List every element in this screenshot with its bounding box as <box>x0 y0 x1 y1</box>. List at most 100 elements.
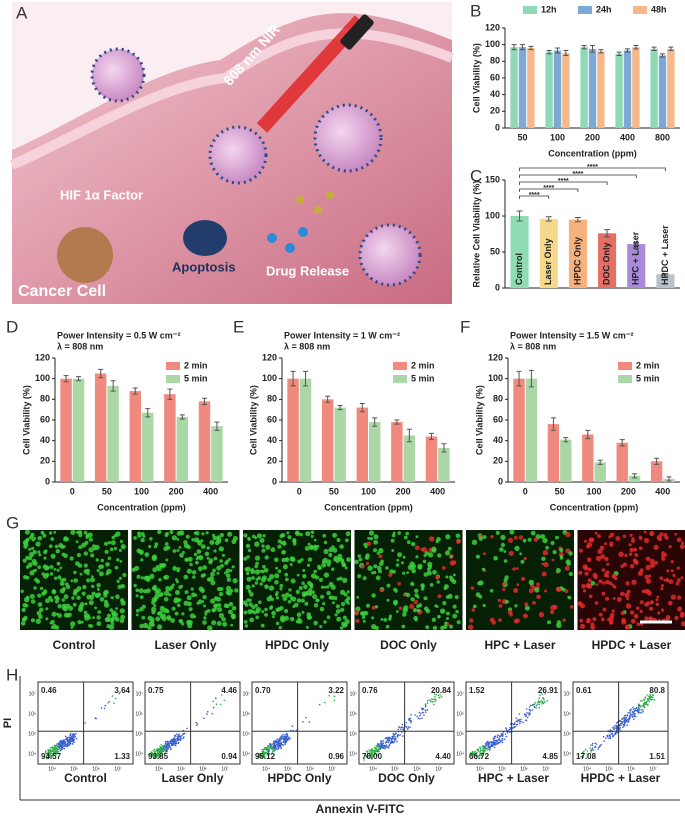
cell-dot <box>116 558 120 562</box>
hif-label: HIF 1α Factor <box>60 187 143 202</box>
cell-dot <box>24 597 30 603</box>
h-x-tick: 10⁴ <box>155 766 163 772</box>
cell-dot <box>655 598 659 602</box>
error-bar <box>619 439 625 447</box>
cell-dot <box>336 538 341 542</box>
x-tick-label: 800 <box>655 132 670 142</box>
cell-dot <box>376 565 382 571</box>
image-label: HPDC + Laser <box>592 638 672 652</box>
cell-dot <box>323 572 330 578</box>
cell-dot <box>247 589 252 594</box>
cell-dot <box>95 558 99 562</box>
cell-dot <box>145 588 151 594</box>
cell-dot <box>279 587 283 591</box>
event-dot <box>70 734 72 737</box>
h-x-tick: 10⁶ <box>627 766 635 772</box>
cell-dot <box>140 532 145 536</box>
event-dot <box>66 740 69 743</box>
quadrant-value: 4.40 <box>435 752 451 761</box>
cell-dot <box>303 584 308 590</box>
cell-dot <box>62 586 66 591</box>
event-dot <box>161 753 164 755</box>
cell-dot <box>264 555 269 560</box>
event-dot <box>540 700 543 702</box>
cell-dot <box>203 604 206 608</box>
significance-bracket <box>519 195 550 199</box>
cell-dot <box>322 602 326 606</box>
event-dot <box>68 739 71 742</box>
cell-dot <box>489 617 495 623</box>
h-y-tick: 10⁷ <box>243 691 251 697</box>
cell-dot <box>225 585 232 592</box>
event-dot <box>118 692 121 695</box>
bar <box>553 50 562 128</box>
event-dot <box>53 746 56 748</box>
cell-dot <box>661 556 666 562</box>
event-dot <box>386 746 388 748</box>
cell-dot <box>221 617 226 622</box>
event-dot <box>629 709 631 712</box>
cell-dot <box>171 583 175 587</box>
cell-dot <box>54 595 59 600</box>
cell-dot <box>636 622 641 627</box>
event-dot <box>482 754 485 757</box>
event-dot <box>390 740 393 742</box>
cell-dot <box>340 601 346 607</box>
event-dot <box>613 734 615 737</box>
cell-dot <box>38 553 42 557</box>
cell-dot <box>39 586 44 591</box>
cell-dot <box>405 531 410 536</box>
event-dot <box>383 744 386 747</box>
event-dot <box>620 722 623 725</box>
cell-dot <box>70 579 74 583</box>
cell-dot <box>255 561 259 566</box>
cell-dot <box>581 584 586 589</box>
cell-dot <box>328 547 334 553</box>
legend-label: 2 min <box>411 360 435 370</box>
cell-dot <box>402 612 407 617</box>
cell-dot <box>354 559 359 565</box>
event-dot <box>633 718 635 720</box>
event-dot <box>514 725 517 728</box>
event-dot <box>370 754 373 756</box>
cell-dot <box>392 570 396 574</box>
event-dot <box>63 741 66 743</box>
cell-dot <box>278 625 282 630</box>
cell-dot <box>218 546 224 552</box>
bar <box>321 399 334 482</box>
cell-dot <box>42 591 45 595</box>
legend-swatch <box>393 375 407 383</box>
cell-dot <box>423 606 429 611</box>
cell-dot <box>284 615 289 621</box>
cell-dot <box>328 552 333 558</box>
x-tick-label: 50 <box>517 132 527 142</box>
event-dot <box>419 713 422 715</box>
event-dot <box>391 741 394 743</box>
event-dot <box>416 715 419 718</box>
cell-dot <box>256 533 263 539</box>
cell-dot <box>659 576 664 580</box>
cell-dot <box>478 536 483 541</box>
cell-dot <box>598 579 603 584</box>
event-dot <box>646 694 648 696</box>
h-x-tick: 10⁷ <box>435 766 443 772</box>
event-dot <box>531 709 533 711</box>
event-dot <box>153 748 156 751</box>
quadrant-value: 4.85 <box>542 752 558 761</box>
event-dot <box>541 701 544 704</box>
event-dot <box>160 743 163 746</box>
cell-dot <box>663 533 668 537</box>
cell-dot <box>245 571 250 576</box>
fluorescence-image <box>354 530 463 631</box>
bar <box>525 378 538 482</box>
plot-frame <box>572 681 669 765</box>
h-y-tick: 10⁵ <box>28 731 36 737</box>
cell-dot <box>204 612 208 616</box>
event-dot <box>619 728 621 730</box>
cell-dot <box>190 587 194 591</box>
y-tick-label: 40 <box>40 435 50 445</box>
cell-dot <box>356 596 359 599</box>
cell-dot <box>495 530 500 536</box>
cell-dot <box>157 529 162 535</box>
cell-dot <box>262 564 266 569</box>
